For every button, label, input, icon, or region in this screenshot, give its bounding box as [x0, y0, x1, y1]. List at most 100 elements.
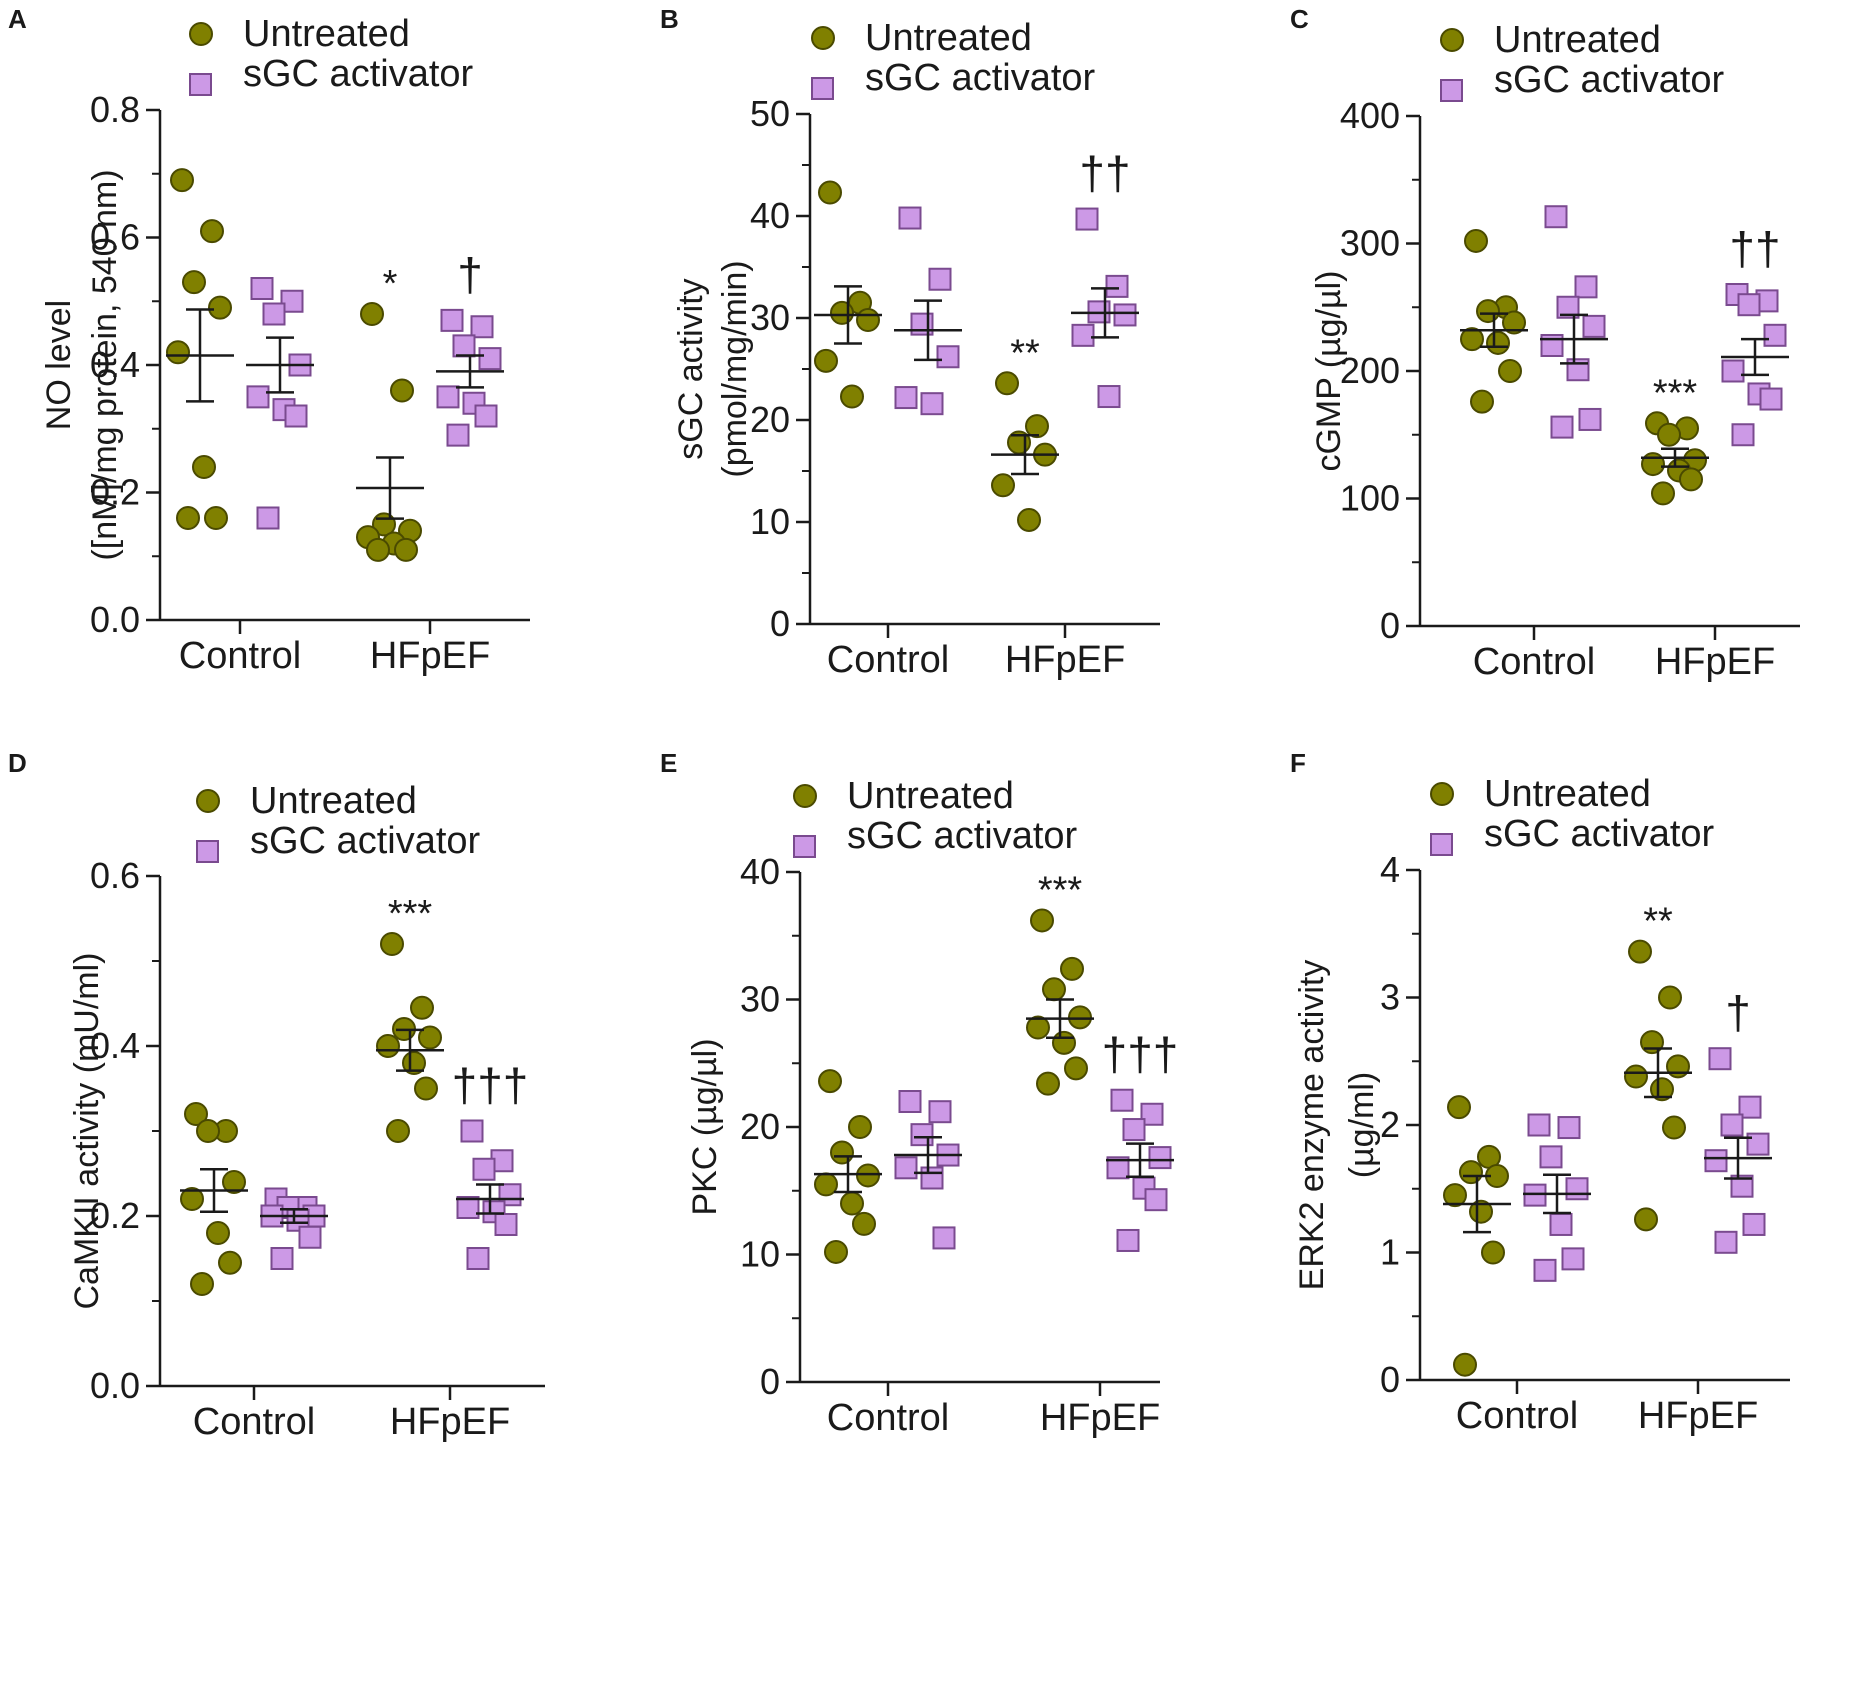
data-point-untreated — [1640, 1030, 1664, 1055]
data-point-activator — [1544, 205, 1568, 229]
data-point-activator — [1075, 207, 1099, 231]
data-point-untreated — [1476, 299, 1500, 324]
data-point-untreated — [1657, 422, 1681, 447]
data-point-activator — [1097, 385, 1121, 409]
y-tick-label: 2 — [1380, 1104, 1400, 1145]
significance-marker: *** — [1653, 372, 1698, 414]
data-point-untreated — [995, 371, 1019, 396]
legend-untreated-label: Untreated — [1484, 773, 1651, 815]
data-point-untreated — [1481, 1240, 1505, 1265]
group-control-untreated — [814, 180, 882, 409]
data-point-untreated — [852, 1211, 876, 1236]
y-tick-label: 0.4 — [90, 344, 140, 385]
legend-activator-label: sGC activator — [250, 820, 481, 862]
panel-letter: F — [1290, 748, 1306, 778]
y-tick-label: 30 — [740, 979, 780, 1020]
data-point-activator — [928, 267, 952, 291]
data-point-untreated — [222, 1170, 246, 1194]
data-point-activator — [446, 423, 470, 447]
data-point-activator — [1714, 1230, 1738, 1254]
data-point-untreated — [394, 537, 418, 562]
y-tick-label: 3 — [1380, 977, 1400, 1018]
y-tick-label: 10 — [750, 501, 790, 542]
data-point-untreated — [1469, 1199, 1493, 1224]
data-point-untreated — [848, 1115, 872, 1139]
data-point-activator — [1746, 1132, 1770, 1156]
significance-marker: †† — [1079, 147, 1130, 199]
data-point-untreated — [166, 340, 190, 365]
data-point-activator — [250, 277, 274, 300]
panel-f: F 0 1 2 3 4 Control HFpEF ERK2 enzyme activity (µ… — [1290, 748, 1790, 1437]
legend-activator-label: sGC activator — [1484, 813, 1715, 855]
x-category-label: Control — [1456, 1395, 1579, 1437]
panel-letter: A — [8, 4, 27, 34]
data-point-activator — [1731, 423, 1755, 447]
data-point-activator — [898, 1090, 922, 1113]
group-control-untreated — [1460, 228, 1528, 414]
x-category-label: Control — [827, 639, 950, 681]
legend-untreated-marker — [196, 789, 220, 813]
significance-marker: † — [457, 248, 483, 300]
significance-marker: † — [1725, 987, 1751, 1039]
data-point-activator — [1561, 1247, 1585, 1271]
significance-marker: ** — [1643, 901, 1673, 943]
data-point-activator — [1574, 275, 1598, 299]
data-point-untreated — [380, 932, 404, 956]
data-point-activator — [246, 385, 270, 409]
y-axis-title: ERK2 enzyme activity — [1293, 960, 1331, 1291]
data-point-untreated — [1641, 452, 1665, 477]
data-point-activator — [262, 302, 286, 326]
y-tick-label: 100 — [1340, 478, 1400, 519]
y-tick-label: 30 — [750, 297, 790, 338]
data-point-activator — [1106, 1156, 1130, 1180]
legend-untreated-marker — [793, 784, 817, 808]
legend-activator-marker — [196, 840, 219, 863]
data-point-untreated — [1460, 327, 1484, 352]
data-point-untreated — [360, 302, 384, 326]
legend-untreated-label: Untreated — [847, 775, 1014, 817]
data-point-activator — [470, 315, 494, 339]
y-tick-label: 1 — [1380, 1232, 1400, 1273]
legend-activator-marker — [811, 77, 834, 100]
data-point-activator — [1556, 295, 1580, 319]
data-point-activator — [894, 386, 918, 410]
y-axis-title: CaMKII activity (mU/ml) — [68, 953, 106, 1310]
data-point-activator — [1704, 1149, 1728, 1173]
x-category-label: HFpEF — [390, 1401, 510, 1443]
y-tick-label: 10 — [740, 1234, 780, 1275]
group-hfpef-untreated: *** — [376, 893, 444, 1143]
data-point-activator — [474, 404, 498, 428]
data-point-untreated — [1042, 977, 1066, 1002]
data-point-activator — [1113, 303, 1137, 327]
x-category-label: HFpEF — [1655, 641, 1775, 683]
data-point-untreated — [196, 1119, 220, 1143]
x-category-label: HFpEF — [1638, 1395, 1758, 1437]
data-point-activator — [280, 289, 304, 313]
data-point-untreated — [830, 1140, 854, 1165]
group-hfpef-untreated: ** — [1624, 901, 1692, 1232]
data-point-untreated — [840, 1191, 864, 1216]
data-point-activator — [1148, 1146, 1172, 1170]
x-category-label: HFpEF — [1005, 639, 1125, 681]
data-point-untreated — [818, 180, 842, 205]
data-point-activator — [1565, 1177, 1589, 1201]
legend-untreated-marker — [1430, 782, 1454, 806]
data-point-activator — [256, 506, 280, 530]
data-point-untreated — [218, 1250, 242, 1275]
data-point-activator — [1738, 1095, 1762, 1119]
data-point-activator — [1071, 323, 1095, 347]
data-point-untreated — [1628, 939, 1652, 964]
data-point-untreated — [1459, 1160, 1483, 1185]
data-point-activator — [452, 334, 476, 358]
data-point-untreated — [1624, 1064, 1648, 1089]
significance-marker: ††† — [1102, 1028, 1179, 1080]
group-hfpef-activator: ††† — [452, 1059, 528, 1270]
data-point-activator — [440, 308, 464, 332]
y-tick-label: 0 — [1380, 1359, 1400, 1400]
data-point-untreated — [208, 295, 232, 320]
data-point-untreated — [1679, 467, 1703, 492]
panel-b: B 0 10 20 30 40 50 Control HFpEF sGC activity (pmo… — [660, 4, 1160, 681]
data-point-activator — [1720, 1113, 1744, 1137]
group-control-activator — [894, 206, 962, 416]
data-point-activator — [1116, 1228, 1140, 1252]
